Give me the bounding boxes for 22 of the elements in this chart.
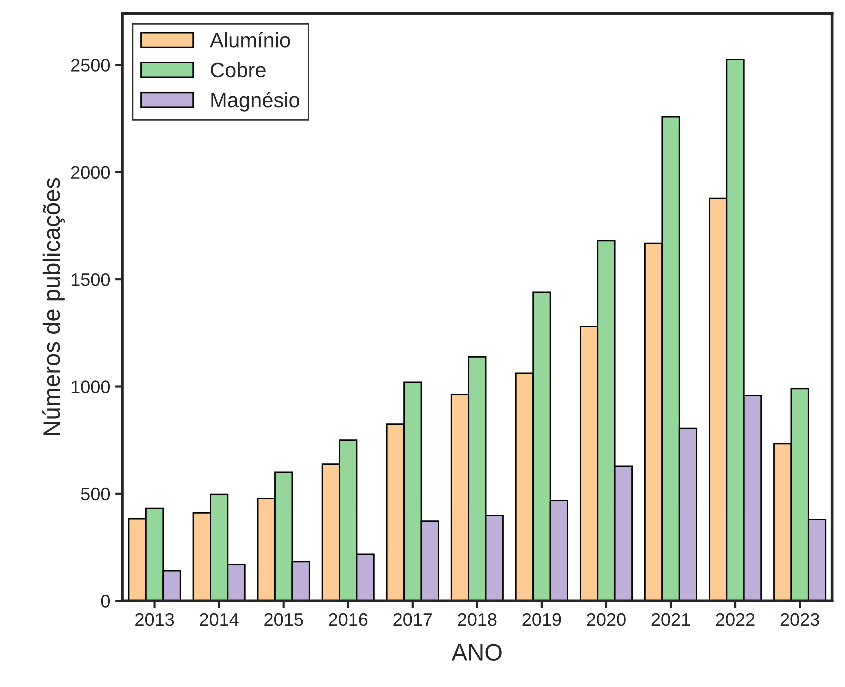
x-tick-label: 2017	[394, 613, 432, 626]
y-tick-label: 0	[101, 595, 110, 608]
x-tick-label: 2013	[136, 613, 174, 626]
x-tick-label: 2015	[264, 613, 304, 626]
x-tick-label: 2020	[587, 613, 626, 626]
x-tick-label: 2022	[716, 613, 755, 626]
x-tick-label: 2016	[329, 613, 368, 626]
legend-label: Cobre	[211, 62, 266, 78]
y-axis-title: Números de publicações	[42, 178, 65, 436]
y-tick-label: 500	[81, 488, 110, 501]
y-tick-label: 1500	[72, 274, 110, 286]
legend-label: Alumínio	[210, 32, 290, 48]
x-tick-label: 2021	[652, 613, 690, 626]
y-tick-label: 1000	[72, 380, 110, 394]
x-tick-label: 2023	[780, 613, 820, 626]
x-tick-label: 2018	[458, 613, 497, 626]
y-tick-label: 2500	[71, 59, 110, 72]
x-tick-label: 2014	[200, 613, 239, 626]
legend-label: Magnésio	[212, 92, 300, 112]
x-axis-title: ANO	[452, 644, 502, 661]
x-tick-label: 2019	[522, 613, 562, 626]
y-tick-label: 2000	[71, 166, 110, 180]
